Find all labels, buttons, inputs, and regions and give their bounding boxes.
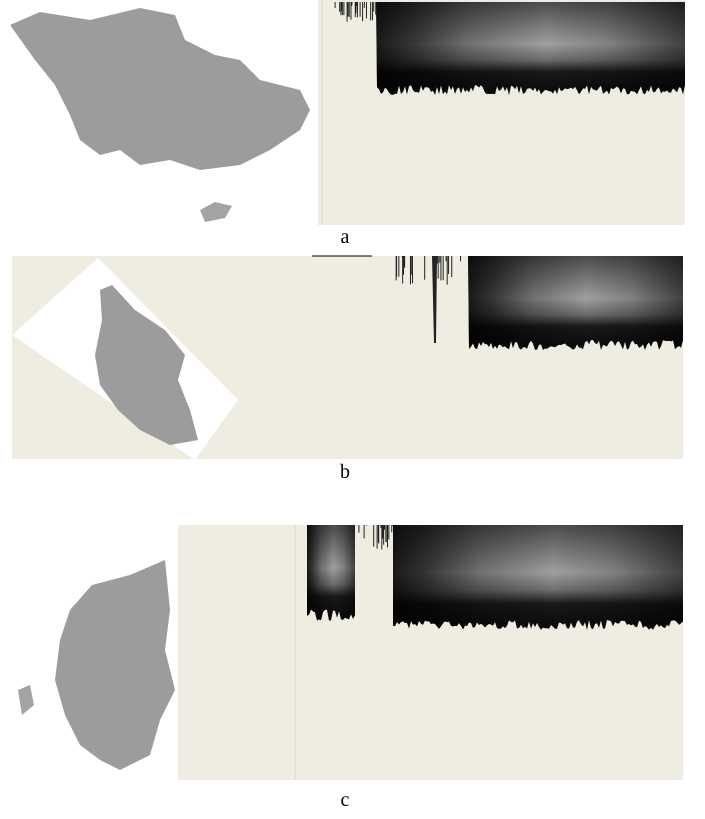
caption-c: c <box>341 789 350 811</box>
caption-b: b <box>340 461 350 483</box>
map-a <box>10 8 310 170</box>
map-a-island <box>200 202 232 222</box>
map-c-island <box>18 685 34 715</box>
page: a b c (() => { const data = JSON.parse(d… <box>0 0 705 814</box>
caption-a: a <box>341 226 350 248</box>
figure: a b c <box>0 0 705 814</box>
profile-a-shade <box>376 2 685 95</box>
map-c <box>55 560 175 770</box>
profile-c-shade <box>393 525 683 630</box>
profile-b-shade <box>468 256 683 350</box>
profile-c-left-shade <box>307 525 355 621</box>
